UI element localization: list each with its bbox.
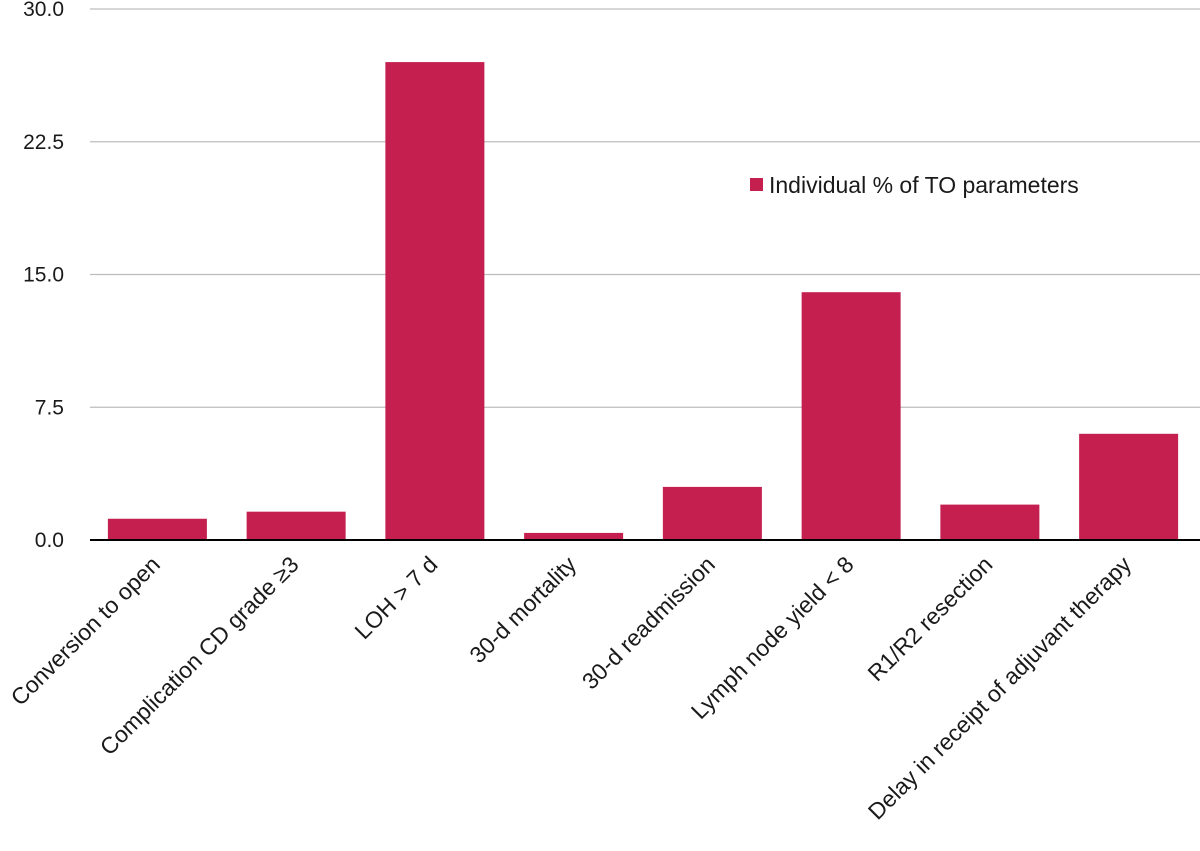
bar [940,504,1040,540]
legend-swatch [750,178,763,191]
y-tick-label: 30.0 [23,0,64,21]
bar [1079,433,1179,540]
x-category-label: Conversion to open [5,551,164,710]
y-tick-label: 7.5 [35,396,64,419]
bar [801,292,901,540]
bars [107,62,1179,540]
x-category-label: 30-d mortality [464,551,581,668]
y-tick-label: 15.0 [23,264,64,287]
legend: Individual % of TO parameters [750,172,1079,198]
x-category-label: Delay in receipt of adjuvant therapy [863,551,1137,825]
legend-label: Individual % of TO parameters [769,172,1079,198]
bar [107,518,207,540]
y-tick-label: 22.5 [23,131,64,154]
bar [662,486,762,540]
bar [246,511,346,540]
bar [524,532,624,540]
x-category-label: 30-d readmission [577,551,720,694]
x-category-label: R1/R2 resection [862,551,997,686]
y-tick-label: 0.0 [35,529,64,552]
y-axis-ticks: 0.0 7.5 15.0 22.5 30.0 [23,0,64,552]
bar [385,62,485,540]
gridlines [90,8,1200,408]
x-category-label: LOH > 7 d [349,551,442,644]
